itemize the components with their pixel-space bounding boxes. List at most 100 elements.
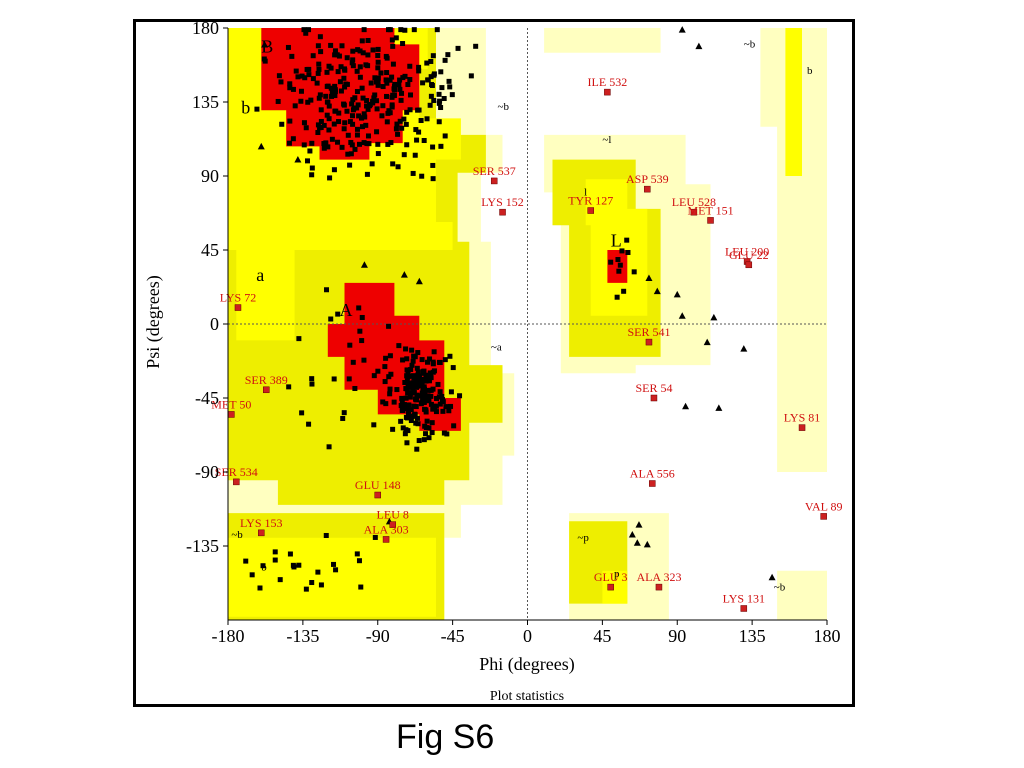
residue-point xyxy=(326,63,332,69)
residue-point xyxy=(383,401,389,407)
residue-point xyxy=(358,584,364,590)
allowed-region-4 xyxy=(785,28,802,176)
residue-point xyxy=(287,551,293,557)
outlier-label: VAL 89 xyxy=(805,499,843,513)
region-label-4: l xyxy=(584,187,587,199)
residue-point xyxy=(316,95,322,101)
residue-point xyxy=(349,113,355,119)
outlier-label: LYS 81 xyxy=(784,411,820,425)
residue-point xyxy=(302,75,308,81)
residue-point xyxy=(616,268,622,274)
residue-point xyxy=(406,407,412,413)
residue-point xyxy=(369,161,375,167)
residue-point xyxy=(347,342,353,348)
residue-point xyxy=(436,91,442,97)
residue-point xyxy=(365,37,371,43)
residue-point xyxy=(412,384,418,390)
residue-point xyxy=(374,129,380,135)
residue-point xyxy=(430,176,436,182)
residue-point xyxy=(375,141,381,147)
residue-point xyxy=(433,409,439,415)
residue-point xyxy=(427,102,433,108)
residue-point xyxy=(420,396,426,402)
residue-point xyxy=(393,35,399,41)
residue-point xyxy=(434,395,440,401)
residue-point xyxy=(346,376,352,382)
residue-point xyxy=(424,418,430,424)
residue-point xyxy=(413,127,419,133)
residue-point xyxy=(412,411,418,417)
residue-point xyxy=(393,126,399,132)
residue-point xyxy=(423,395,429,401)
glycine-point xyxy=(645,274,653,281)
residue-point xyxy=(421,399,427,405)
residue-point xyxy=(398,418,404,424)
residue-point xyxy=(301,27,307,33)
residue-point xyxy=(442,133,448,139)
residue-point xyxy=(363,62,369,68)
y-tick-label: -135 xyxy=(186,536,219,556)
residue-point xyxy=(403,121,409,127)
residue-point xyxy=(335,311,341,317)
residue-point xyxy=(455,45,461,51)
glycine-point xyxy=(710,313,718,321)
allowed-region-2 xyxy=(228,537,436,617)
residue-point xyxy=(390,161,396,167)
outlier-point xyxy=(233,478,240,486)
residue-point xyxy=(277,577,283,583)
outlier-point xyxy=(263,386,270,394)
residue-point xyxy=(423,372,429,378)
x-tick-label: 0 xyxy=(523,626,532,646)
outlier-label: SER 54 xyxy=(635,381,672,395)
residue-point xyxy=(257,585,263,591)
residue-point xyxy=(340,415,346,421)
outlier-point xyxy=(607,583,614,591)
residue-point xyxy=(309,165,315,171)
residue-point xyxy=(359,338,365,344)
residue-point xyxy=(350,57,356,63)
zero-lines xyxy=(228,28,827,620)
residue-point xyxy=(428,387,434,393)
residue-point xyxy=(445,52,451,58)
residue-point xyxy=(430,53,436,59)
residue-point xyxy=(425,393,431,399)
residue-point xyxy=(449,92,455,98)
residue-point xyxy=(359,38,365,44)
outlier-point xyxy=(389,521,396,528)
residue-point xyxy=(309,172,315,178)
glycine-point xyxy=(740,345,748,352)
residue-point xyxy=(424,116,430,122)
residue-point xyxy=(410,390,416,396)
residue-point xyxy=(336,110,342,116)
residue-point xyxy=(447,84,453,90)
residue-point xyxy=(324,69,330,75)
residue-point xyxy=(315,130,321,136)
residue-point xyxy=(446,408,452,414)
outlier-label: ILE 532 xyxy=(588,75,628,89)
residue-point xyxy=(408,366,414,372)
residue-point xyxy=(436,119,442,125)
outlier-point xyxy=(740,605,748,612)
residue-point xyxy=(323,533,329,539)
residue-point xyxy=(389,104,395,110)
residue-point xyxy=(342,120,348,126)
allowed-region-3 xyxy=(585,179,648,316)
residue-point xyxy=(447,353,453,359)
residue-point xyxy=(354,551,360,557)
residue-point xyxy=(306,27,312,33)
residue-point xyxy=(309,140,315,146)
residue-point xyxy=(357,64,363,70)
residue-point xyxy=(404,367,410,373)
region-label-2: ~b xyxy=(498,101,510,113)
residue-point xyxy=(398,97,404,103)
residue-point xyxy=(341,101,347,107)
residue-point xyxy=(403,346,409,352)
residue-point xyxy=(416,107,422,113)
residue-point xyxy=(349,142,355,148)
residue-point xyxy=(333,567,339,573)
x-tick-label: -45 xyxy=(441,626,465,646)
residue-point xyxy=(325,144,331,150)
y-tick-label: 90 xyxy=(201,166,219,186)
outer-region-3 xyxy=(760,28,827,472)
residue-point xyxy=(317,34,323,40)
